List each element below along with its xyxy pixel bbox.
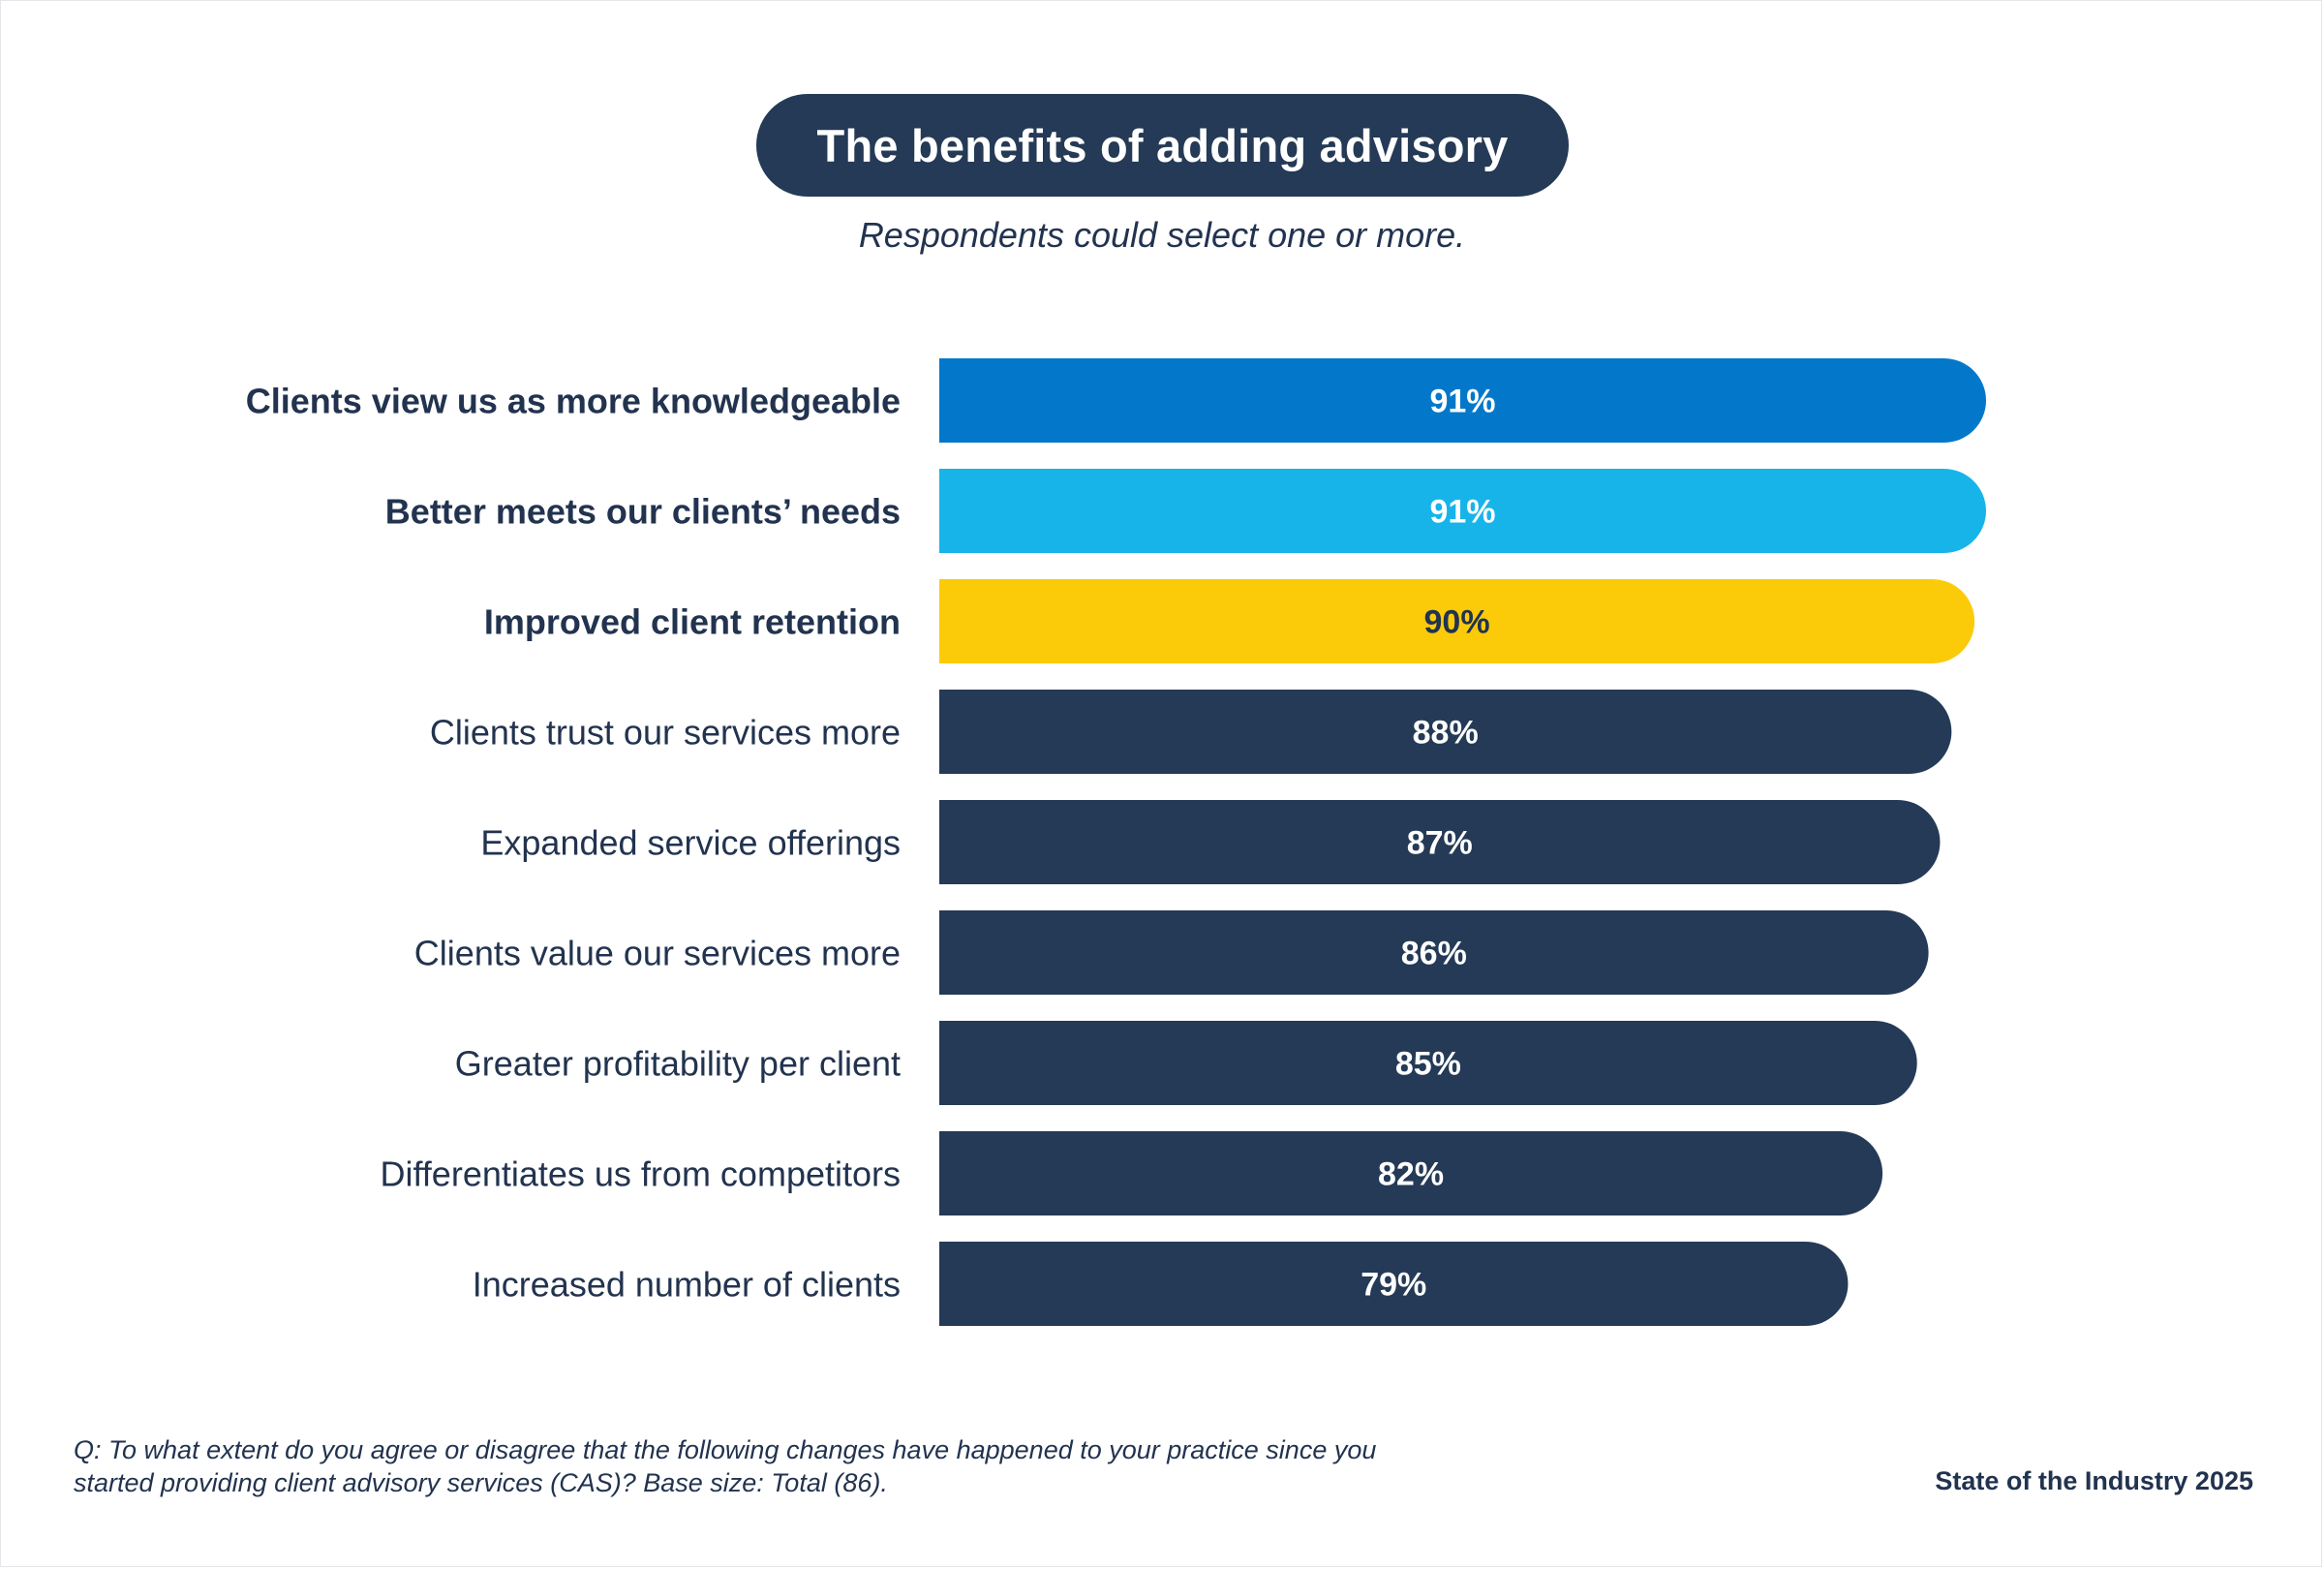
category-label-increased-number-of-clients: Increased number of clients xyxy=(473,1265,901,1305)
category-label-clients-trust-our-services-more: Clients trust our services more xyxy=(430,713,901,753)
footnote: Q: To what extent do you agree or disagr… xyxy=(74,1433,1584,1499)
bar-chart: Clients view us as more knowledgeable 91%… xyxy=(246,358,1986,1326)
source-label: State of the Industry 2025 xyxy=(1935,1466,2253,1495)
bar-improved-client-retention xyxy=(939,579,1975,663)
category-label-improved-client-retention: Improved client retention xyxy=(484,602,901,642)
chart-title: The benefits of adding advisory xyxy=(756,94,1569,197)
category-label-clients-value-our-services-more: Clients value our services more xyxy=(414,934,901,973)
category-label-better-meets-our-clients-needs: Better meets our clients’ needs xyxy=(385,492,901,532)
bar-clients-trust-our-services-more xyxy=(939,690,1952,774)
value-label-clients-value-our-services-more: 86% xyxy=(1401,936,1467,972)
value-label-clients-trust-our-services-more: 88% xyxy=(1413,715,1479,752)
value-label-increased-number-of-clients: 79% xyxy=(1361,1267,1426,1304)
value-label-differentiates-us-from-competitors: 82% xyxy=(1378,1156,1444,1193)
footnote-line-1: Q: To what extent do you agree or disagr… xyxy=(74,1435,1377,1464)
category-label-clients-view-us-as-more-knowledgeable: Clients view us as more knowledgeable xyxy=(246,382,901,421)
bar-better-meets-our-clients-needs xyxy=(939,469,1986,553)
bar-differentiates-us-from-competitors xyxy=(939,1131,1883,1215)
chart-subtitle: Respondents could select one or more. xyxy=(858,215,1466,255)
value-label-greater-profitability-per-client: 85% xyxy=(1395,1046,1461,1083)
category-label-greater-profitability-per-client: Greater profitability per client xyxy=(455,1044,901,1084)
category-label-expanded-service-offerings: Expanded service offerings xyxy=(480,823,901,863)
bar-greater-profitability-per-client xyxy=(939,1021,1917,1105)
chart-title-text: The benefits of adding advisory xyxy=(816,119,1509,171)
value-label-expanded-service-offerings: 87% xyxy=(1407,825,1473,862)
footnote-line-2: started providing client advisory servic… xyxy=(74,1468,888,1497)
value-label-better-meets-our-clients-needs: 91% xyxy=(1429,494,1495,531)
bar-increased-number-of-clients xyxy=(939,1242,1849,1326)
category-label-differentiates-us-from-competitors: Differentiates us from competitors xyxy=(380,1154,901,1194)
value-label-improved-client-retention: 90% xyxy=(1424,604,1490,641)
value-label-clients-view-us-as-more-knowledgeable: 91% xyxy=(1429,384,1495,420)
bar-clients-value-our-services-more xyxy=(939,910,1929,995)
bar-expanded-service-offerings xyxy=(939,800,1941,884)
bar-clients-view-us-as-more-knowledgeable xyxy=(939,358,1986,443)
